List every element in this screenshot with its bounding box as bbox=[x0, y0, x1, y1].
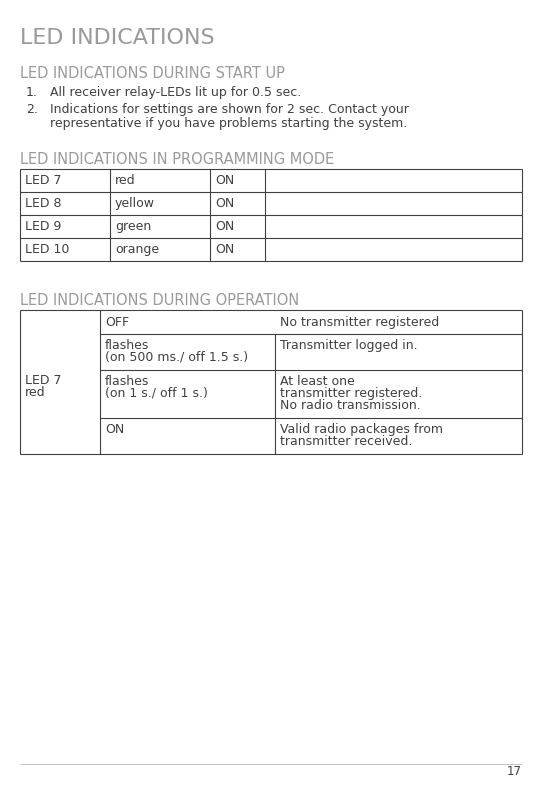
Text: All receiver relay-LEDs lit up for 0.5 sec.: All receiver relay-LEDs lit up for 0.5 s… bbox=[50, 86, 301, 99]
Text: (on 1 s./ off 1 s.): (on 1 s./ off 1 s.) bbox=[105, 387, 208, 400]
Text: LED 10: LED 10 bbox=[25, 243, 69, 256]
Text: (on 500 ms./ off 1.5 s.): (on 500 ms./ off 1.5 s.) bbox=[105, 351, 248, 364]
Text: Indications for settings are shown for 2 sec. Contact your: Indications for settings are shown for 2… bbox=[50, 103, 409, 116]
Text: ON: ON bbox=[215, 220, 234, 233]
Text: LED INDICATIONS DURING START UP: LED INDICATIONS DURING START UP bbox=[20, 66, 285, 81]
Text: LED 7: LED 7 bbox=[25, 174, 61, 187]
Text: OFF: OFF bbox=[105, 316, 129, 329]
Text: LED INDICATIONS DURING OPERATION: LED INDICATIONS DURING OPERATION bbox=[20, 293, 299, 308]
Text: LED INDICATIONS: LED INDICATIONS bbox=[20, 28, 215, 48]
Text: LED 7: LED 7 bbox=[25, 374, 61, 387]
Text: ON: ON bbox=[215, 174, 234, 187]
Text: Valid radio packages from: Valid radio packages from bbox=[280, 423, 443, 436]
Text: 17: 17 bbox=[507, 765, 522, 778]
Text: LED 8: LED 8 bbox=[25, 197, 61, 210]
Text: flashes: flashes bbox=[105, 339, 150, 352]
Text: ON: ON bbox=[105, 423, 124, 436]
Text: yellow: yellow bbox=[115, 197, 155, 210]
Text: flashes: flashes bbox=[105, 375, 150, 388]
Text: At least one: At least one bbox=[280, 375, 355, 388]
Text: representative if you have problems starting the system.: representative if you have problems star… bbox=[50, 117, 407, 130]
Text: ON: ON bbox=[215, 243, 234, 256]
Text: ON: ON bbox=[215, 197, 234, 210]
Text: orange: orange bbox=[115, 243, 159, 256]
Text: LED INDICATIONS IN PROGRAMMING MODE: LED INDICATIONS IN PROGRAMMING MODE bbox=[20, 152, 334, 167]
Text: green: green bbox=[115, 220, 151, 233]
Text: red: red bbox=[115, 174, 136, 187]
Text: Transmitter logged in.: Transmitter logged in. bbox=[280, 339, 418, 352]
Text: No radio transmission.: No radio transmission. bbox=[280, 399, 421, 412]
Text: No transmitter registered: No transmitter registered bbox=[280, 316, 439, 329]
Text: 1.: 1. bbox=[26, 86, 38, 99]
Text: transmitter received.: transmitter received. bbox=[280, 435, 412, 448]
Text: red: red bbox=[25, 386, 46, 399]
Text: 2.: 2. bbox=[26, 103, 38, 116]
Text: transmitter registered.: transmitter registered. bbox=[280, 387, 422, 400]
Text: LED 9: LED 9 bbox=[25, 220, 61, 233]
